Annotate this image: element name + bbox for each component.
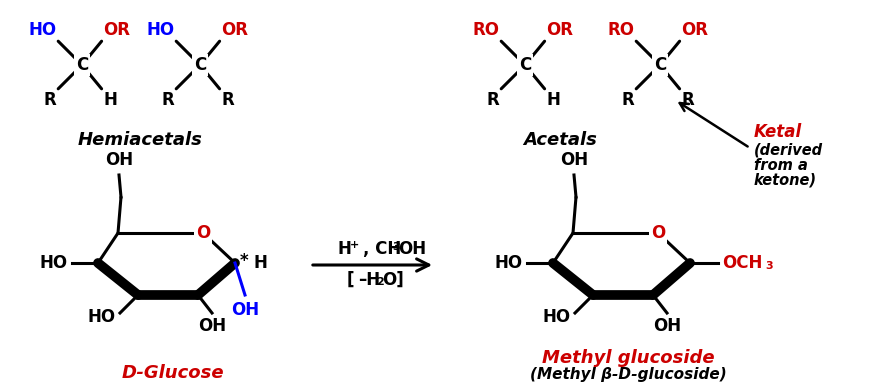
Text: [: [: [347, 271, 354, 289]
Text: OH: OH: [653, 317, 681, 335]
Text: R: R: [682, 91, 694, 109]
Text: H: H: [337, 240, 351, 258]
Text: *: *: [240, 252, 249, 270]
Text: OR: OR: [221, 21, 249, 39]
Text: from a: from a: [754, 157, 807, 172]
Text: 3: 3: [765, 261, 773, 271]
Text: 3: 3: [392, 242, 400, 252]
Text: C: C: [194, 56, 206, 74]
Text: OH: OH: [560, 151, 588, 169]
Text: Methyl glucoside: Methyl glucoside: [542, 349, 714, 367]
Text: O]: O]: [383, 271, 405, 289]
Text: OR: OR: [547, 21, 574, 39]
Text: HO: HO: [40, 254, 68, 272]
Text: R: R: [221, 91, 235, 109]
Text: OH: OH: [231, 301, 259, 319]
Text: –H: –H: [358, 271, 380, 289]
Text: Acetals: Acetals: [523, 131, 597, 149]
Text: D-Glucose: D-Glucose: [122, 364, 224, 382]
Text: R: R: [44, 91, 56, 109]
Text: HO: HO: [543, 308, 571, 326]
Text: H: H: [104, 91, 118, 109]
Text: OH: OH: [399, 240, 426, 258]
Text: C: C: [654, 56, 666, 74]
Text: RO: RO: [607, 21, 634, 39]
Text: O: O: [196, 224, 210, 242]
Text: OCH: OCH: [722, 254, 762, 272]
Text: H: H: [547, 91, 561, 109]
Text: OR: OR: [104, 21, 131, 39]
Text: 2: 2: [377, 277, 385, 287]
Text: C: C: [519, 56, 531, 74]
Text: OH: OH: [105, 151, 133, 169]
Text: H: H: [253, 254, 267, 272]
Text: ketone): ketone): [754, 172, 817, 187]
Text: O: O: [651, 224, 665, 242]
Text: OR: OR: [682, 21, 709, 39]
Text: HO: HO: [88, 308, 116, 326]
Text: OH: OH: [198, 317, 226, 335]
Text: HO: HO: [495, 254, 523, 272]
Text: R: R: [161, 91, 174, 109]
Text: C: C: [76, 56, 88, 74]
Text: HO: HO: [28, 21, 56, 39]
Text: +: +: [350, 240, 359, 250]
Text: R: R: [622, 91, 634, 109]
Text: , CH: , CH: [363, 240, 401, 258]
Text: R: R: [487, 91, 499, 109]
Text: Ketal: Ketal: [754, 123, 802, 141]
Text: (Methyl β-D-glucoside): (Methyl β-D-glucoside): [529, 367, 726, 382]
Text: Hemiacetals: Hemiacetals: [78, 131, 202, 149]
Text: (derived: (derived: [754, 142, 823, 157]
Text: HO: HO: [146, 21, 174, 39]
Text: RO: RO: [473, 21, 499, 39]
